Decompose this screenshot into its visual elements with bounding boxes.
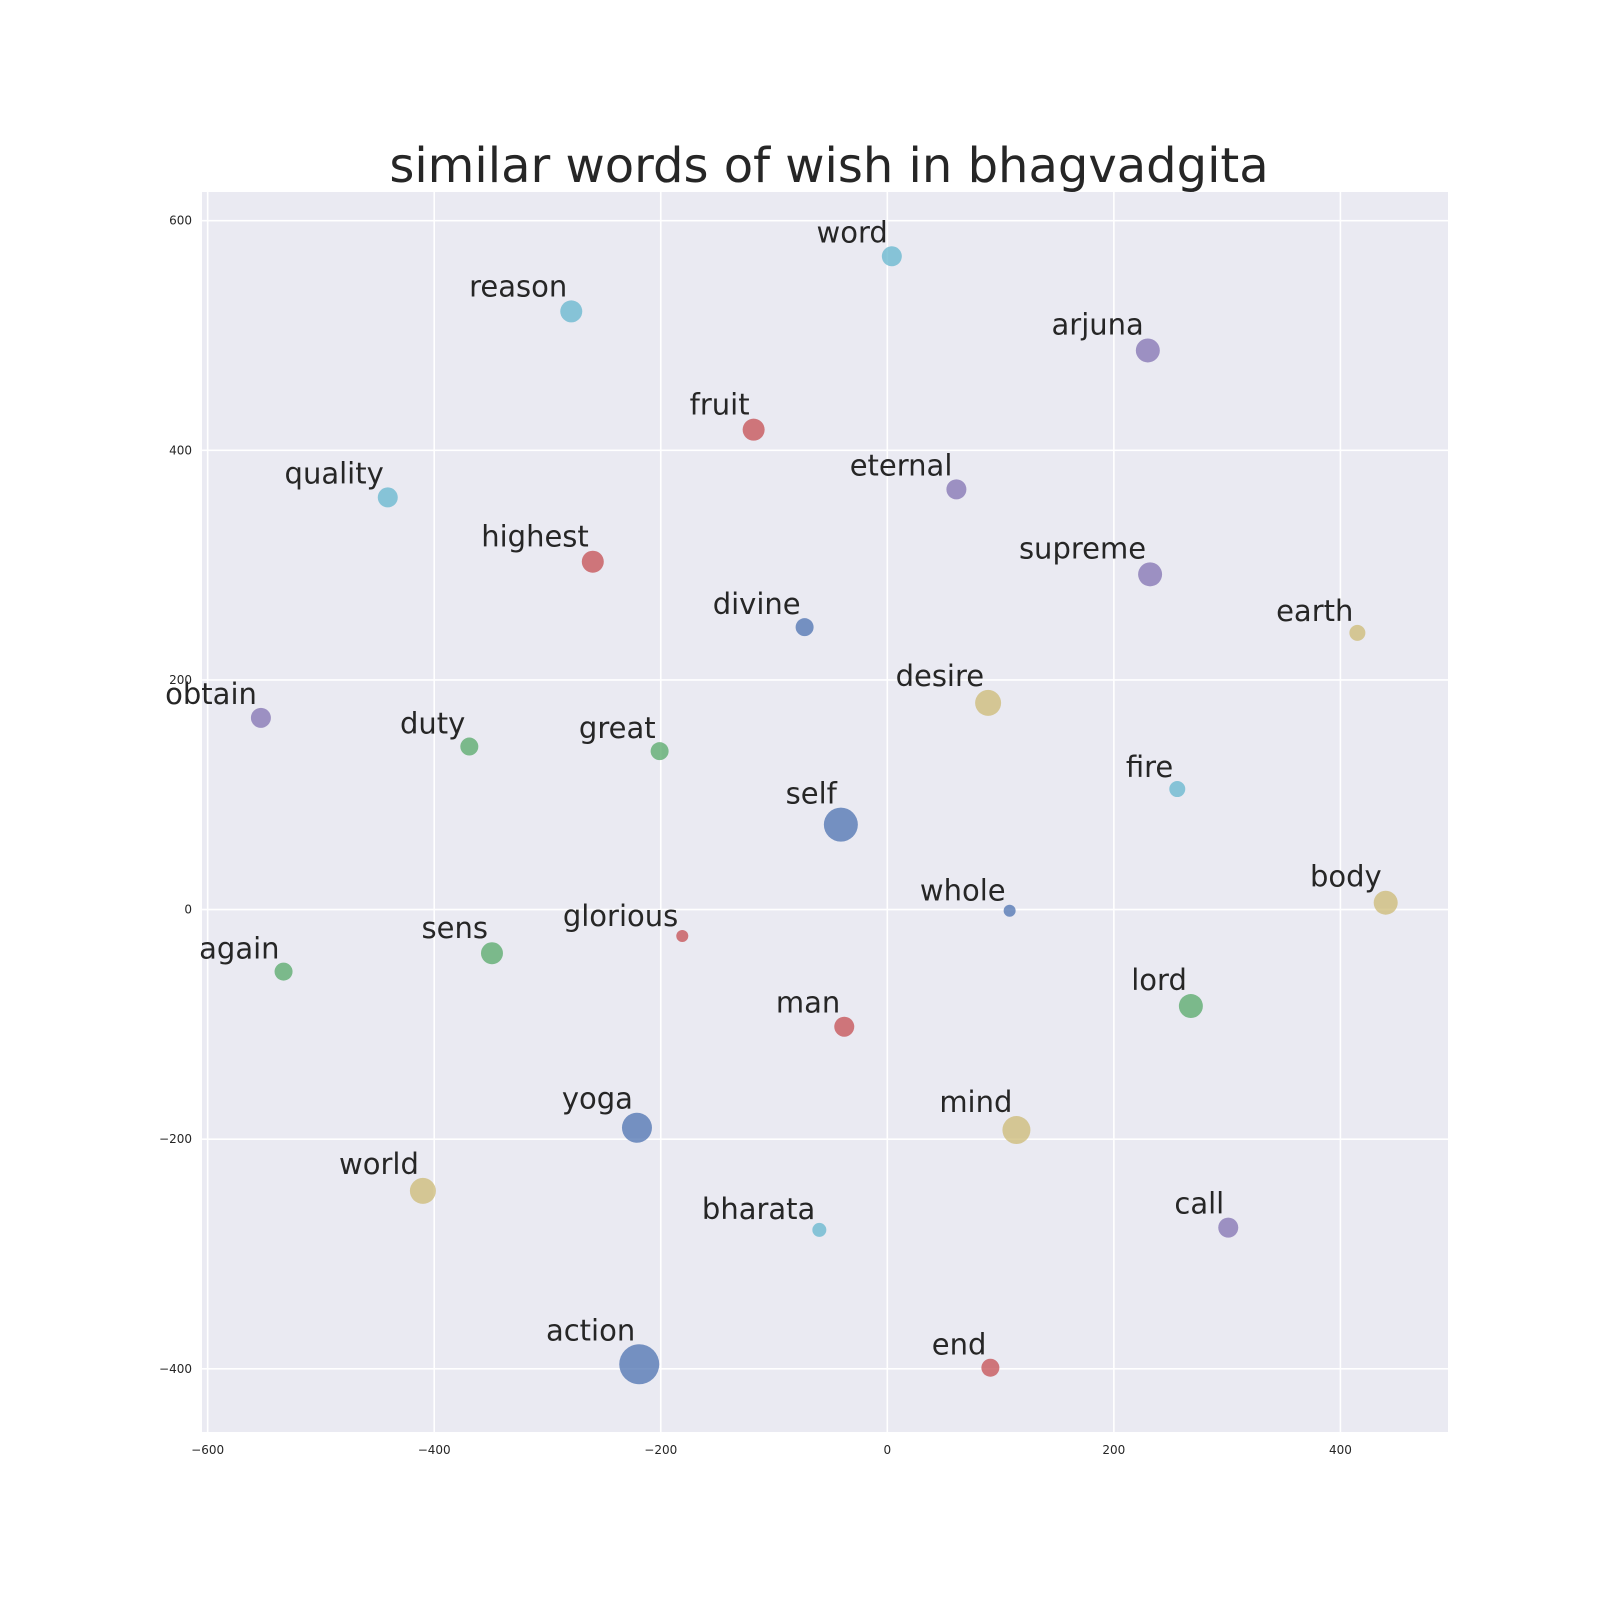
x-tick-label: 0 [883,1443,891,1457]
point-great [650,742,669,761]
y-tick-label: 400 [169,443,192,457]
point-whole [1003,904,1016,917]
label-word: word [817,215,888,249]
point-word [881,246,902,267]
point-self [823,807,858,842]
point-end [981,1358,1000,1377]
point-eternal [946,479,967,500]
point-desire [975,689,1002,716]
grid-lines [202,192,1448,1432]
point-body [1373,890,1398,915]
plot-background [202,192,1448,1432]
label-sens: sens [422,911,488,945]
label-divine: divine [713,587,801,621]
point-highest [581,550,604,573]
label-desire: desire [896,659,985,693]
point-earth [1349,624,1366,641]
point-divine [795,618,814,637]
label-arjuna: arjuna [1052,307,1144,341]
label-eternal: eternal [850,448,953,482]
label-fruit: fruit [690,388,750,422]
x-tick-label: 200 [1102,1443,1125,1457]
point-bharata [812,1222,827,1237]
point-sens [480,942,503,965]
label-world: world [339,1147,419,1181]
label-fire: fire [1126,750,1173,784]
y-tick-label: 200 [169,673,192,687]
label-glorious: glorious [563,899,678,933]
x-tick-label: 400 [1329,1443,1352,1457]
label-mind: mind [939,1085,1012,1119]
label-quality: quality [285,456,384,490]
label-reason: reason [469,269,567,303]
label-end: end [932,1328,987,1362]
point-call [1218,1217,1239,1238]
label-great: great [579,711,656,745]
point-fruit [742,418,765,441]
point-action [619,1344,660,1385]
label-supreme: supreme [1019,531,1146,565]
point-supreme [1138,562,1163,587]
point-arjuna [1135,338,1160,363]
label-whole: whole [920,874,1006,908]
x-tick-label: −600 [191,1443,224,1457]
label-duty: duty [400,707,465,741]
point-man [834,1016,855,1037]
x-tick-label: −400 [418,1443,451,1457]
label-call: call [1174,1187,1224,1221]
point-world [409,1177,436,1204]
point-again [274,962,293,981]
label-body: body [1310,860,1382,894]
label-highest: highest [481,520,589,554]
point-labels: word reason arjuna fruit eternal quality highe… [165,215,1382,1361]
point-glorious [676,930,689,942]
label-obtain: obtain [165,677,257,711]
y-tick-label: −200 [159,1132,192,1146]
point-mind [1002,1116,1031,1145]
label-bharata: bharata [702,1192,815,1226]
point-obtain [250,707,271,728]
label-again: again [199,932,279,966]
x-axis-ticks: −600 −400 −200 0 200 400 [191,1443,1352,1457]
point-yoga [621,1112,652,1143]
point-reason [560,300,583,323]
point-quality [377,487,398,508]
y-tick-label: 600 [169,214,192,228]
y-tick-label: 0 [184,903,192,917]
y-tick-label: −400 [159,1362,192,1376]
label-action: action [546,1313,635,1347]
label-earth: earth [1276,594,1353,628]
data-points [250,246,1398,1385]
chart-title: similar words of wish in bhagvadgita [389,138,1269,194]
point-fire [1169,781,1186,798]
x-tick-label: −200 [644,1443,677,1457]
label-lord: lord [1131,963,1187,997]
point-lord [1178,994,1203,1019]
label-yoga: yoga [562,1082,633,1116]
y-axis-ticks: −400 −200 0 200 400 600 [159,214,192,1376]
label-man: man [776,986,840,1020]
label-self: self [786,777,838,811]
point-duty [460,737,479,756]
